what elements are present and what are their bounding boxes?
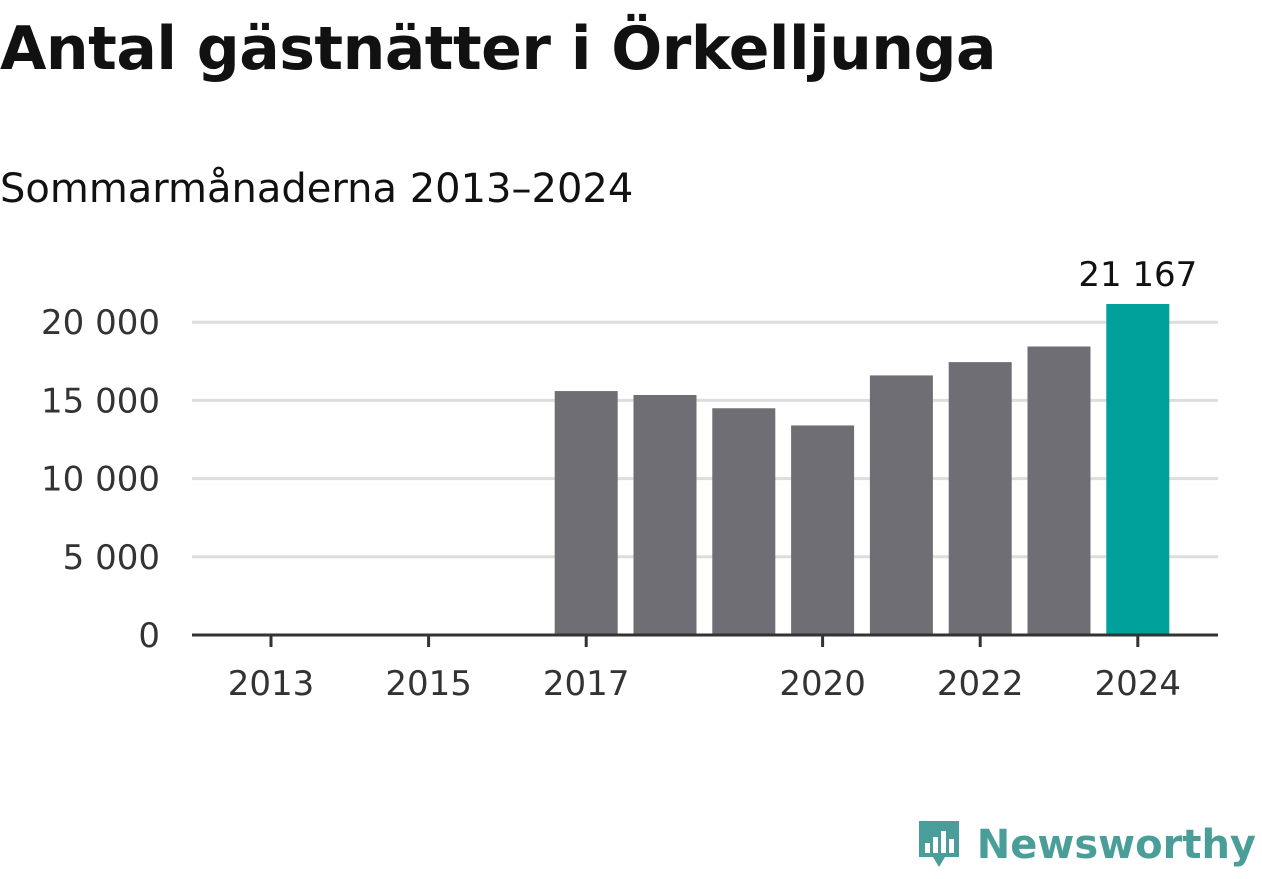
chart-subtitle: Sommarmånaderna 2013–2024	[0, 166, 634, 212]
y-tick-label: 5 000	[63, 538, 160, 578]
x-tick-label: 2015	[385, 664, 472, 704]
x-tick-label: 2017	[543, 664, 630, 704]
x-tick-label: 2022	[937, 664, 1024, 704]
bar	[633, 394, 697, 635]
bar	[712, 408, 776, 635]
y-tick-label: 10 000	[41, 460, 160, 500]
y-tick-label: 0	[138, 616, 160, 656]
data-label: 21 167	[1078, 255, 1197, 295]
chart-title: Antal gästnätter i Örkelljunga	[0, 14, 996, 84]
x-tick-label: 2024	[1095, 664, 1182, 704]
x-tick-label: 2020	[779, 664, 866, 704]
bar	[948, 362, 1012, 635]
newsworthy-logo-icon	[918, 821, 959, 867]
bar	[1027, 346, 1091, 635]
bar	[554, 391, 618, 635]
newsworthy-logo-text: Newsworthy	[976, 822, 1256, 868]
bar	[791, 425, 855, 635]
bar	[1106, 304, 1170, 635]
newsworthy-logo: Newsworthy	[915, 817, 1256, 873]
y-tick-label: 15 000	[41, 381, 160, 421]
x-tick-label: 2013	[228, 664, 315, 704]
bar	[869, 375, 933, 635]
y-tick-label: 20 000	[41, 303, 160, 343]
